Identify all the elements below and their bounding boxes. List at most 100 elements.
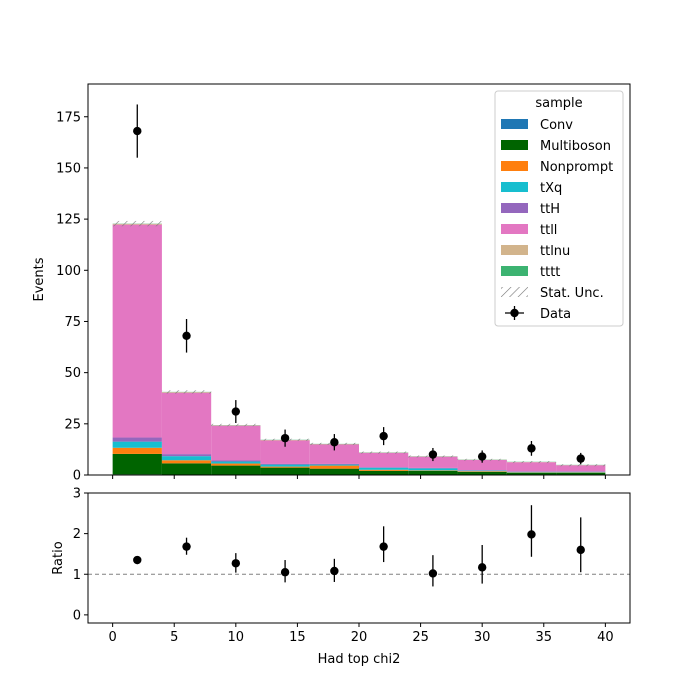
bar-ttll-3: [260, 440, 310, 464]
series-nonprompt: [112, 447, 606, 473]
stat-unc-9: [556, 464, 606, 467]
data-point-0: [133, 126, 142, 136]
legend-label-txq: tXq: [540, 181, 562, 196]
data-point-3: [280, 433, 290, 443]
legend-label-ttlnu: ttlnu: [540, 244, 570, 259]
data-point-9: [576, 454, 585, 463]
legend-label-data: Data: [540, 307, 571, 322]
ratio-y-tick-label-0: 0: [73, 608, 81, 623]
x-axis-label: Had top chi2: [318, 652, 401, 667]
y-tick-label-0: 0: [73, 469, 81, 484]
legend-swatch-tth: [501, 203, 528, 213]
y-tick-label-3: 75: [64, 315, 81, 330]
y-tick-label-7: 175: [56, 110, 81, 125]
ratio-y-tick-label-1: 1: [73, 568, 81, 583]
bar-tth-2: [211, 460, 261, 462]
series-multiboson: [112, 453, 606, 475]
bar-txq-1: [161, 456, 212, 461]
y-axis-label: Events: [32, 257, 47, 301]
bar-ttll-4: [309, 444, 359, 464]
bar-nonprompt-1: [161, 460, 212, 464]
bar-tth-4: [309, 463, 359, 465]
bar-txq-4: [309, 464, 359, 466]
bar-multiboson-7: [457, 471, 507, 475]
bar-ttll-6: [408, 456, 458, 468]
x-tick-label-3: 15: [289, 630, 306, 645]
bar-multiboson-6: [408, 470, 458, 475]
bar-nonprompt-2: [211, 463, 261, 466]
ratio-point-1: [182, 542, 191, 551]
legend-swatch-conv: [501, 119, 528, 129]
data-point-1: [182, 331, 191, 340]
bar-multiboson-4: [309, 468, 359, 475]
series-ttll: [112, 224, 606, 472]
bar-ttll-7: [457, 459, 507, 471]
bar-txq-9: [556, 471, 606, 473]
x-tick-label-0: 0: [108, 630, 116, 645]
legend-swatch-txq: [501, 182, 528, 192]
data-points: [133, 104, 585, 465]
legend-label-stat-unc: Stat. Unc.: [540, 286, 604, 301]
bar-multiboson-2: [211, 465, 261, 475]
data-point-8: [527, 444, 536, 453]
ratio-point-9: [576, 545, 585, 555]
bar-nonprompt-3: [260, 466, 310, 468]
bar-nonprompt-7: [457, 471, 507, 472]
legend-label-multiboson: Multiboson: [540, 139, 611, 154]
x-tick-label-8: 40: [597, 630, 614, 645]
bar-ttll-9: [556, 465, 606, 472]
data-point-5: [379, 431, 388, 441]
legend-label-ttll: ttll: [540, 223, 557, 238]
y-tick-label-6: 150: [56, 161, 81, 176]
y-tick-label-4: 100: [56, 264, 81, 279]
legend-title: sample: [535, 96, 582, 111]
bar-ttll-2: [211, 425, 261, 461]
bar-txq-5: [359, 467, 409, 470]
y-tick-label-2: 50: [64, 366, 81, 381]
data-point-2: [231, 407, 241, 416]
ratio-point-6: [428, 569, 438, 578]
x-tick-label-2: 10: [228, 630, 245, 645]
legend-swatch-ttlnu: [501, 245, 528, 255]
bar-tth-0: [112, 437, 162, 442]
stat-unc-5: [359, 451, 409, 454]
bar-multiboson-5: [359, 470, 409, 475]
x-tick-label-6: 30: [474, 630, 491, 645]
x-tick-label-4: 20: [351, 630, 368, 645]
x-tick-label-5: 25: [412, 630, 429, 645]
data-point-6: [428, 450, 438, 459]
bar-tth-1: [161, 454, 212, 457]
bar-tth-3: [260, 463, 310, 465]
ratio-points: [133, 505, 585, 587]
legend-swatch-multiboson: [501, 140, 528, 150]
data-point-7: [477, 452, 487, 461]
bar-tth-5: [359, 467, 409, 468]
ratio-point-8: [527, 530, 536, 539]
x-tick-label-7: 35: [535, 630, 552, 645]
x-tick-label-1: 5: [170, 630, 178, 645]
bar-txq-3: [260, 464, 310, 467]
y-tick-label-5: 125: [56, 213, 81, 228]
legend-label-tttt: tttt: [540, 265, 560, 280]
ratio-point-7: [477, 563, 487, 572]
legend-swatch-ttll: [501, 224, 528, 234]
ratio-point-0: [133, 555, 142, 565]
bar-multiboson-3: [260, 467, 310, 475]
bar-multiboson-1: [161, 463, 212, 475]
legend-data-marker: [510, 308, 519, 318]
legend-swatch-nonprompt: [501, 161, 528, 171]
ratio-point-3: [280, 568, 290, 577]
bar-txq-6: [408, 468, 458, 471]
bar-ttll-0: [112, 224, 162, 438]
bar-ttll-8: [506, 462, 557, 472]
stat-unc-8: [506, 461, 557, 464]
bar-txq-2: [211, 461, 261, 464]
legend-label-tth: ttH: [540, 202, 560, 217]
legend-swatch-tttt: [501, 266, 528, 276]
y-tick-label-1: 25: [64, 417, 81, 432]
data-point-4: [330, 438, 339, 447]
stat-unc-1: [161, 390, 212, 394]
series-txq: [112, 441, 606, 473]
